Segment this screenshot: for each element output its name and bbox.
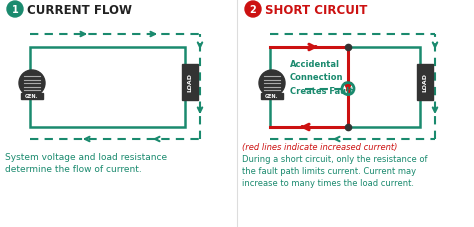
Text: During a short circuit, only the resistance of
the fault path limits current. Cu: During a short circuit, only the resista… [242,154,428,188]
Circle shape [259,71,285,96]
Text: CURRENT FLOW: CURRENT FLOW [27,3,132,16]
Text: GEN.: GEN. [265,94,279,99]
Text: 2: 2 [250,5,256,15]
Circle shape [7,2,23,18]
Bar [270,48,420,127]
Bar [21,94,43,100]
Text: GEN.: GEN. [25,94,39,99]
Bar [182,65,198,101]
Bar [261,94,283,100]
Text: 1: 1 [12,5,18,15]
Circle shape [19,71,45,96]
Text: (red lines indicate increased current): (red lines indicate increased current) [242,142,397,151]
Text: System voltage and load resistance
determine the flow of current.: System voltage and load resistance deter… [5,152,167,174]
Text: LOAD: LOAD [188,73,192,92]
Bar [30,48,185,127]
Bar [417,65,433,101]
Text: SHORT CIRCUIT: SHORT CIRCUIT [265,3,367,16]
Text: Accidental
Connection
Creates Fault: Accidental Connection Creates Fault [290,60,353,95]
Text: LOAD: LOAD [422,73,428,92]
Circle shape [245,2,261,18]
